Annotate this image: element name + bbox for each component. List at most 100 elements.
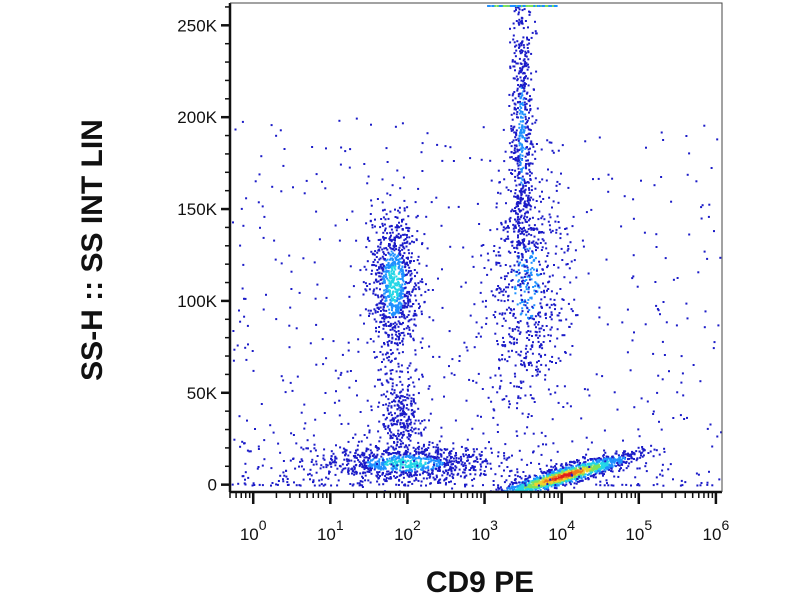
event-dot <box>524 184 527 187</box>
event-dot <box>415 478 418 481</box>
event-dot <box>388 274 391 276</box>
event-dot <box>510 469 513 472</box>
event-dot <box>243 297 245 300</box>
event-dot <box>373 264 376 267</box>
event-dot <box>410 475 413 478</box>
event-dot <box>515 8 517 11</box>
event-dot <box>598 458 601 461</box>
event-dot <box>497 486 500 489</box>
event-dot <box>340 146 343 149</box>
event-dot <box>588 463 590 466</box>
event-dot <box>554 475 557 478</box>
event-dot <box>440 224 443 227</box>
event-dot <box>569 353 572 356</box>
event-dot <box>390 297 393 300</box>
event-dot <box>377 430 380 433</box>
event-dot <box>572 469 575 472</box>
event-dot <box>385 266 388 269</box>
event-dot <box>405 407 408 410</box>
event-dot <box>419 341 422 344</box>
event-dot <box>414 275 416 278</box>
event-dot <box>558 474 561 477</box>
event-dot <box>394 300 397 303</box>
event-dot <box>583 457 586 460</box>
event-dot <box>382 461 385 464</box>
event-dot <box>411 252 413 255</box>
event-dot <box>512 77 515 80</box>
event-dot <box>518 487 521 490</box>
event-dot <box>243 482 246 485</box>
event-dot <box>525 260 528 263</box>
event-dot <box>535 70 538 73</box>
event-dot <box>265 293 267 296</box>
event-dot <box>500 488 503 491</box>
event-dot <box>521 412 524 415</box>
event-dot <box>400 462 403 465</box>
event-dot <box>420 462 423 465</box>
event-dot <box>392 252 394 255</box>
event-dot <box>323 412 326 414</box>
event-dot <box>537 312 540 315</box>
event-dot <box>398 332 401 335</box>
event-dot <box>397 303 400 306</box>
event-dot <box>575 465 578 468</box>
event-dot <box>506 230 509 233</box>
event-dot <box>554 465 557 468</box>
event-dot <box>542 474 545 477</box>
event-dot <box>344 453 347 455</box>
event-dot <box>361 486 364 488</box>
event-dot <box>642 454 645 457</box>
event-dot <box>511 173 514 175</box>
event-dot <box>344 467 347 470</box>
event-dot <box>399 236 402 239</box>
event-dot <box>524 76 527 79</box>
event-dot <box>412 397 415 400</box>
event-dot <box>570 464 573 467</box>
event-dot <box>316 455 319 457</box>
event-dot <box>334 456 337 459</box>
event-dot <box>511 99 514 102</box>
event-dot <box>641 455 644 458</box>
event-dot <box>440 455 443 458</box>
event-dot <box>498 181 501 184</box>
event-dot <box>510 151 513 153</box>
event-dot <box>384 229 386 232</box>
event-dot <box>701 204 704 207</box>
event-dot <box>398 221 400 224</box>
event-dot <box>514 97 517 100</box>
event-dot <box>410 318 413 321</box>
event-dot <box>390 353 393 356</box>
event-dot <box>535 119 538 122</box>
event-dot <box>514 136 517 139</box>
event-dot <box>518 263 521 266</box>
event-dot <box>544 242 547 245</box>
event-dot <box>403 295 406 298</box>
event-dot <box>367 309 370 312</box>
event-dot <box>554 468 556 471</box>
event-dot <box>467 454 470 457</box>
event-dot <box>418 288 421 291</box>
event-dot <box>598 306 601 309</box>
event-dot <box>403 273 406 276</box>
event-dot <box>279 451 282 454</box>
event-dot <box>540 305 543 308</box>
event-dot <box>514 210 517 212</box>
event-dot <box>523 365 526 368</box>
event-dot <box>536 246 539 249</box>
event-dot <box>527 274 530 277</box>
event-dot <box>403 396 406 398</box>
event-dot <box>403 293 406 296</box>
event-dot <box>547 288 550 290</box>
event-dot <box>720 431 723 434</box>
event-dot <box>516 78 519 81</box>
event-dot <box>596 462 599 465</box>
event-dot <box>379 302 382 305</box>
event-dot <box>392 311 395 314</box>
event-dot <box>536 370 539 373</box>
event-dot <box>535 246 537 249</box>
event-dot <box>486 273 489 276</box>
event-dot <box>401 220 403 223</box>
event-dot <box>528 334 531 336</box>
event-dot <box>415 465 418 468</box>
event-dot <box>537 336 540 339</box>
